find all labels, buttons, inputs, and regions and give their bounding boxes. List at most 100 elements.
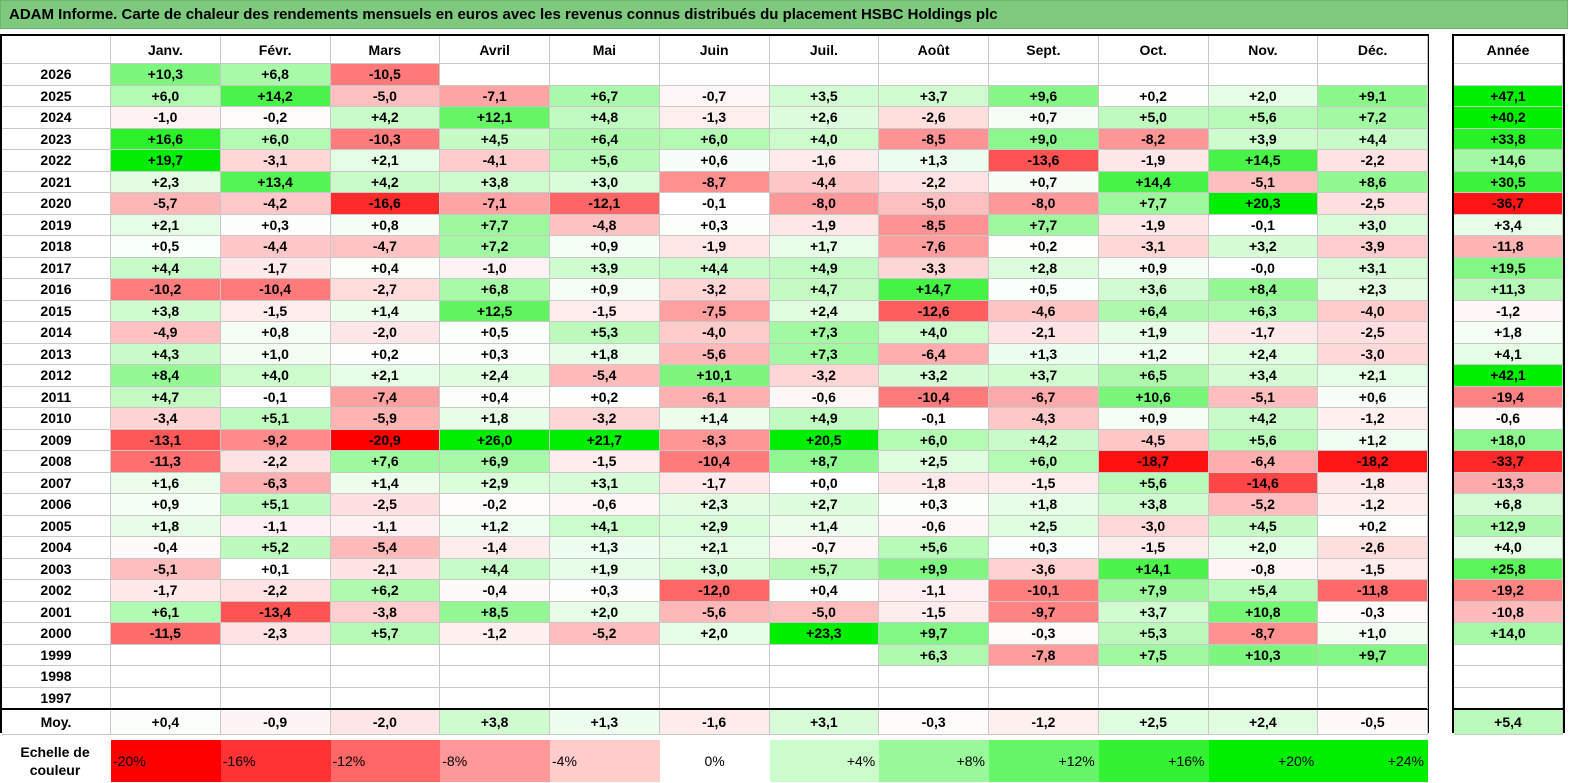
heatmap-cell: +0,9	[550, 236, 660, 258]
heatmap-cell: +0,7	[989, 107, 1099, 129]
heatmap-cell: -1,7	[111, 580, 221, 602]
heatmap-cell: -10,4	[220, 279, 331, 301]
annual-cell: +4,0	[1454, 537, 1563, 559]
heatmap-cell: +5,3	[1098, 623, 1209, 645]
heatmap-cell: +20,5	[769, 429, 880, 451]
heatmap-cell: -8,7	[659, 171, 770, 193]
heatmap-cell: -11,3	[111, 451, 221, 473]
heatmap-cell: +1,0	[220, 343, 331, 365]
heatmap-cell	[1098, 64, 1209, 86]
row-year-label: 2023	[2, 128, 111, 150]
heatmap-cell: +4,0	[769, 128, 880, 150]
heatmap-cell: +0,9	[1098, 257, 1209, 279]
heatmap-cell: -0,7	[659, 85, 770, 107]
row-year-label: 2006	[2, 494, 111, 516]
heatmap-cell: +3,7	[879, 85, 989, 107]
heatmap-cell: +8,6	[1318, 171, 1428, 193]
heatmap-cell: -0,1	[1208, 214, 1319, 236]
heatmap-cell: +2,5	[879, 451, 989, 473]
heatmap-cell: -1,3	[659, 107, 770, 129]
heatmap-cell: -1,9	[659, 236, 770, 258]
color-scale-step: -8%	[440, 740, 550, 782]
heatmap-cell: -5,1	[1208, 386, 1319, 408]
heatmap-cell: +1,2	[1318, 429, 1428, 451]
heatmap-cell: -14,6	[1208, 472, 1319, 494]
row-year-label: 2005	[2, 515, 111, 537]
heatmap-cell: +16,6	[111, 128, 221, 150]
average-cell: +3,8	[440, 710, 550, 735]
heatmap-cell: +1,4	[659, 408, 770, 430]
heatmap-cell: +1,8	[550, 343, 660, 365]
annual-cell: -11,8	[1454, 236, 1563, 258]
heatmap-cell: +0,3	[550, 580, 660, 602]
heatmap-cell: -1,1	[879, 580, 989, 602]
heatmap-cell: +1,3	[989, 343, 1099, 365]
annual-cell: +6,8	[1454, 494, 1563, 516]
heatmap-cell: -11,5	[111, 623, 221, 645]
heatmap-cell: -5,0	[330, 85, 441, 107]
heatmap-cell: +1,3	[550, 537, 660, 559]
heatmap-cell	[879, 666, 989, 688]
heatmap-cell: +2,3	[1318, 279, 1428, 301]
heatmap-cell	[1098, 666, 1209, 688]
heatmap-cell: -5,0	[769, 601, 880, 623]
average-separator	[1454, 708, 1563, 710]
column-header: Août	[879, 36, 989, 64]
heatmap-cell: +0,9	[111, 494, 221, 516]
heatmap-cell: +5,6	[1208, 107, 1319, 129]
heatmap-cell: +0,4	[330, 257, 441, 279]
heatmap-cell: -2,5	[330, 494, 441, 516]
heatmap-grid: Janv. Févr. Mars Avril Mai Juin Juil. Août Sept.…	[0, 34, 1429, 735]
heatmap-cell: -2,2	[220, 580, 331, 602]
column-header: Févr.	[220, 36, 331, 64]
heatmap-cell: -3,2	[769, 365, 880, 387]
heatmap-cell: -13,1	[111, 429, 221, 451]
heatmap-cell: -7,5	[659, 300, 770, 322]
heatmap-cell	[550, 666, 660, 688]
heatmap-cell: -3,0	[1098, 515, 1209, 537]
heatmap-cell	[1208, 666, 1319, 688]
heatmap-cell: +3,9	[1208, 128, 1319, 150]
heatmap-cell: +2,6	[769, 107, 880, 129]
heatmap-cell: -10,4	[659, 451, 770, 473]
heatmap-cell: -5,6	[659, 601, 770, 623]
heatmap-cell: +6,3	[879, 644, 989, 666]
annual-cell: +1,8	[1454, 322, 1563, 344]
column-header: Juil.	[769, 36, 880, 64]
heatmap-cell: -2,7	[330, 279, 441, 301]
heatmap-cell: +6,5	[1098, 365, 1209, 387]
heatmap-cell: +4,8	[550, 107, 660, 129]
heatmap-cell: -3,2	[550, 408, 660, 430]
heatmap-cell: +3,8	[440, 171, 550, 193]
average-cell: +0,4	[111, 710, 221, 735]
heatmap-cell: +6,1	[111, 601, 221, 623]
heatmap-cell: -1,4	[440, 537, 550, 559]
heatmap-cell	[989, 64, 1099, 86]
heatmap-cell: +7,9	[1098, 580, 1209, 602]
heatmap-cell: +1,3	[879, 150, 989, 172]
heatmap-cell: -8,2	[1098, 128, 1209, 150]
heatmap-cell: -3,6	[989, 558, 1099, 580]
annual-column: Année +47,1 +40,2 +33,8 +14,6 +30,5 -36,7 +3,4-…	[1452, 34, 1565, 735]
heatmap-cell: +3,6	[1098, 279, 1209, 301]
heatmap-cell: -0,8	[1208, 558, 1319, 580]
heatmap-cell: -2,2	[220, 451, 331, 473]
annual-cell: -33,7	[1454, 451, 1563, 473]
heatmap-cell: +4,4	[111, 257, 221, 279]
heatmap-cell: -5,1	[1208, 171, 1319, 193]
heatmap-cell: -3,2	[659, 279, 770, 301]
average-cell: -0,5	[1318, 710, 1428, 735]
column-header: Nov.	[1208, 36, 1319, 64]
annual-cell: +18,0	[1454, 429, 1563, 451]
heatmap-cell: +4,0	[220, 365, 331, 387]
heatmap-cell: +4,9	[769, 257, 880, 279]
annual-cell	[1454, 687, 1563, 709]
color-scale-step: 0%	[659, 740, 770, 782]
annual-cell: +14,0	[1454, 623, 1563, 645]
color-scale-step: +4%	[769, 740, 880, 782]
heatmap-cell: -1,7	[220, 257, 331, 279]
heatmap-cell: +1,7	[769, 236, 880, 258]
heatmap-cell: +1,8	[440, 408, 550, 430]
annual-cell: +42,1	[1454, 365, 1563, 387]
heatmap-cell: -2,2	[1318, 150, 1428, 172]
